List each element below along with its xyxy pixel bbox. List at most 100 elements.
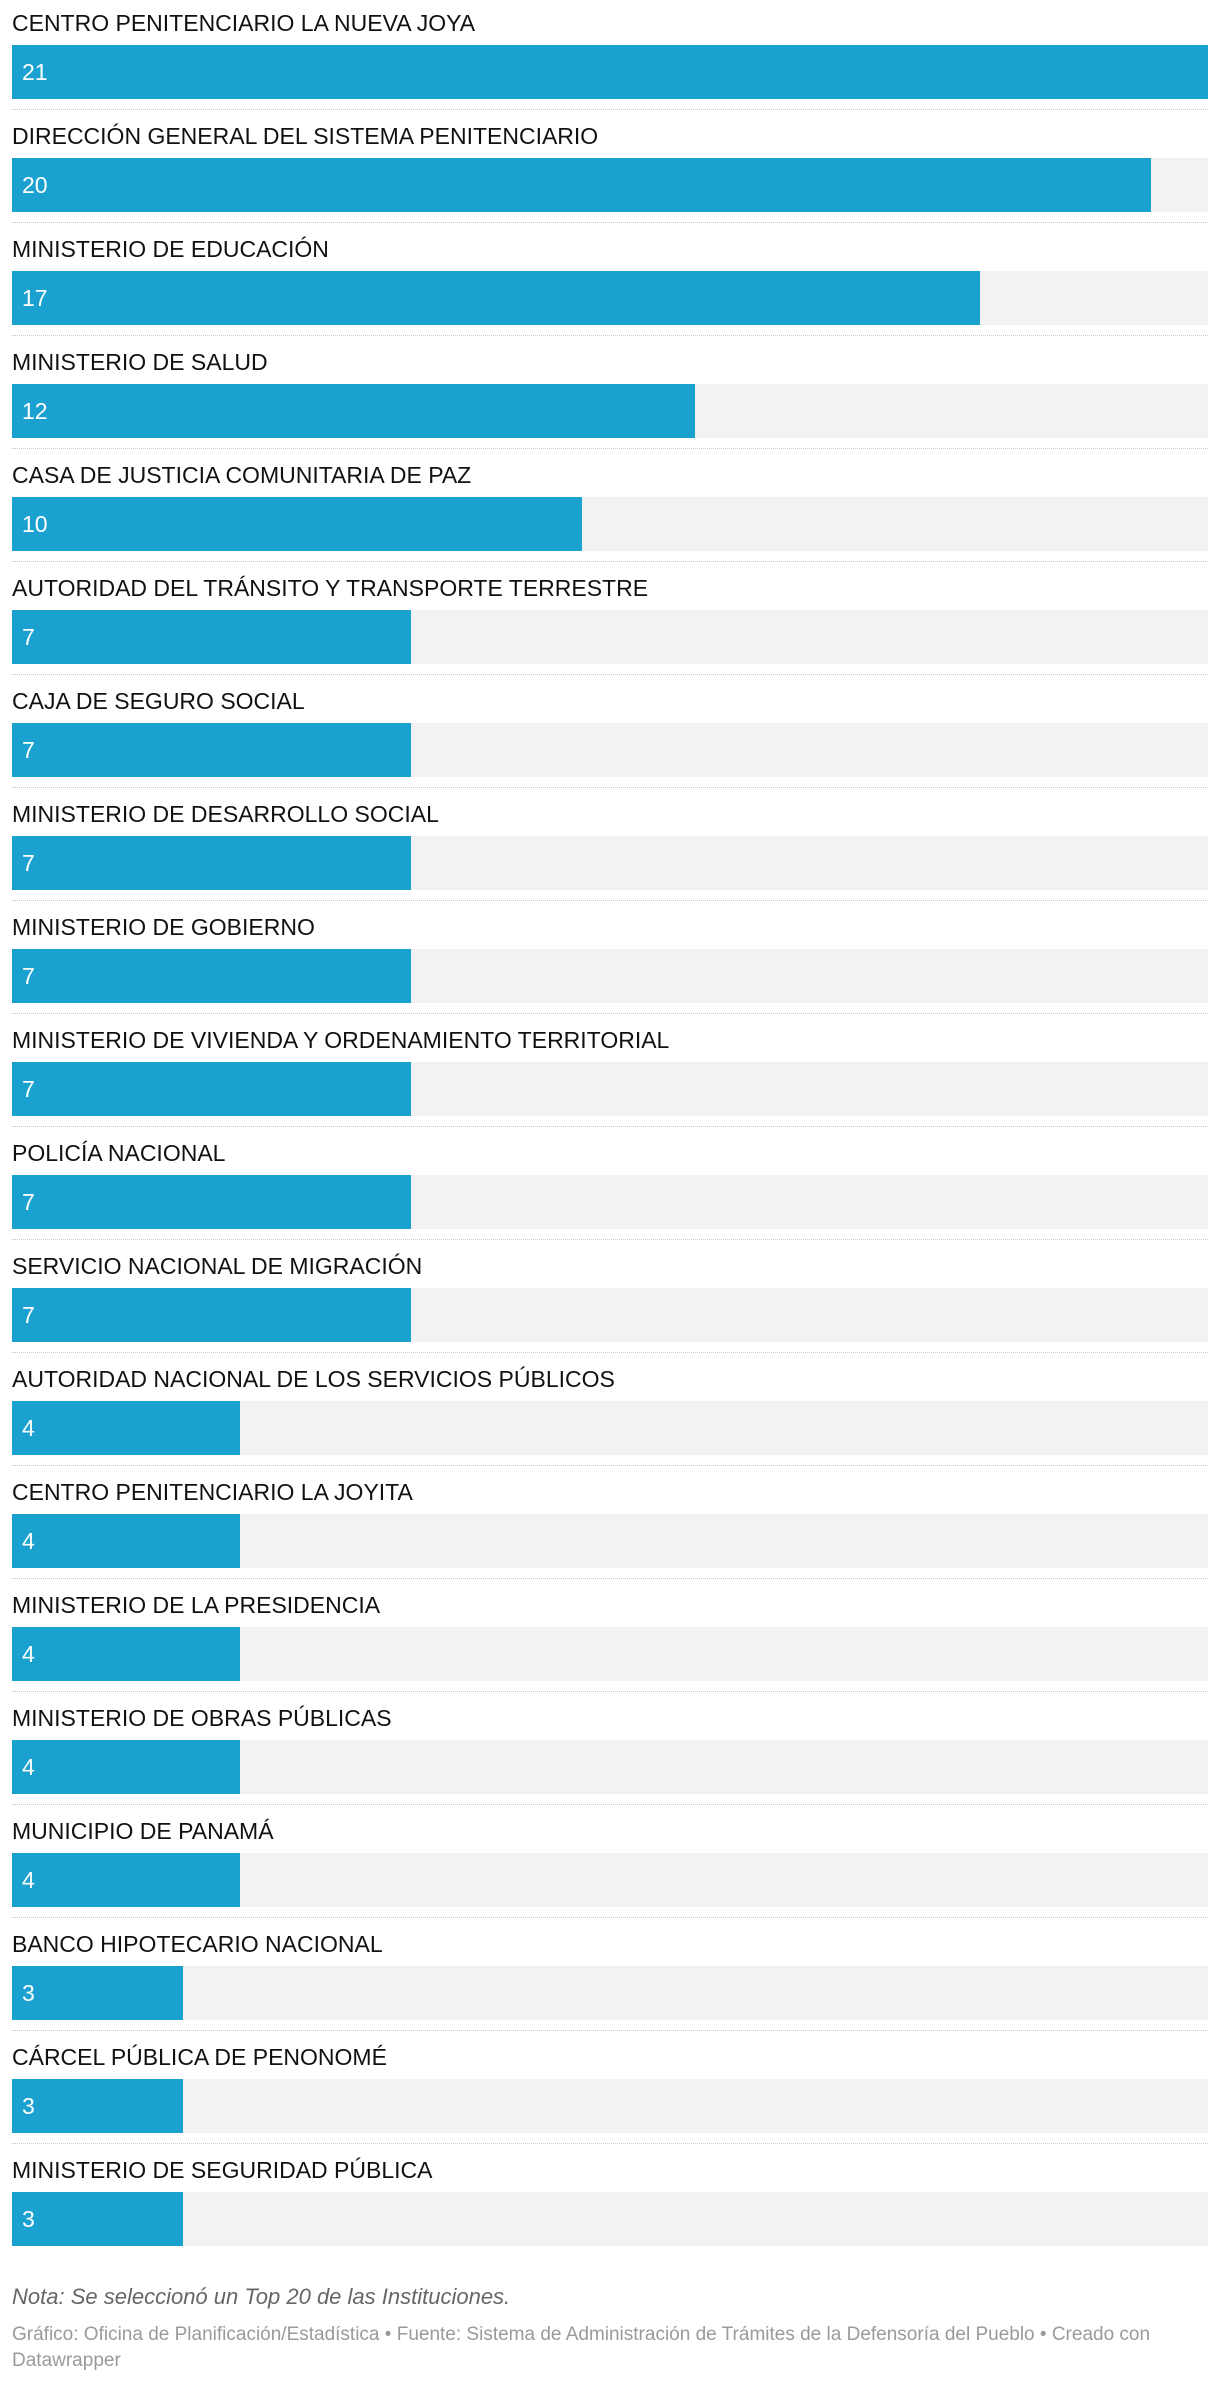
bar: 4 xyxy=(12,1740,240,1794)
bar-row: SERVICIO NACIONAL DE MIGRACIÓN 7 xyxy=(12,1243,1208,1356)
bar-track: 7 xyxy=(12,610,1208,664)
bar-row: MINISTERIO DE VIVIENDA Y ORDENAMIENTO TE… xyxy=(12,1017,1208,1130)
bar: 17 xyxy=(12,271,981,325)
category-label: MINISTERIO DE EDUCACIÓN xyxy=(12,236,329,262)
chart-credits: Gráfico: Oficina de Planificación/Estadí… xyxy=(12,2324,1151,2371)
category-label: MUNICIPIO DE PANAMÁ xyxy=(12,1818,274,1844)
row-divider xyxy=(12,561,1208,562)
row-divider xyxy=(12,222,1208,223)
row-divider xyxy=(12,1917,1208,1918)
bar-row: MINISTERIO DE EDUCACIÓN 17 xyxy=(12,226,1208,339)
category-label: MINISTERIO DE LA PRESIDENCIA xyxy=(12,1592,381,1618)
bar-row: BANCO HIPOTECARIO NACIONAL 3 xyxy=(12,1921,1208,2034)
category-label: CENTRO PENITENCIARIO LA JOYITA xyxy=(12,1479,413,1505)
value-label: 4 xyxy=(22,1528,35,1554)
value-label: 7 xyxy=(22,1076,35,1102)
bar-track: 21 xyxy=(12,45,1208,99)
category-label: CÁRCEL PÚBLICA DE PENONOMÉ xyxy=(12,2044,387,2070)
bar: 4 xyxy=(12,1853,240,1907)
bar: 20 xyxy=(12,158,1152,212)
category-label: BANCO HIPOTECARIO NACIONAL xyxy=(12,1931,383,1957)
bar: 7 xyxy=(12,610,411,664)
row-divider xyxy=(12,1352,1208,1353)
bar: 3 xyxy=(12,2079,183,2133)
bar-row: CAJA DE SEGURO SOCIAL 7 xyxy=(12,678,1208,791)
bar-row: MINISTERIO DE SEGURIDAD PÚBLICA 3 xyxy=(12,2147,1208,2260)
row-divider xyxy=(12,2030,1208,2031)
row-divider xyxy=(12,787,1208,788)
value-label: 4 xyxy=(22,1415,35,1441)
bar-row: DIRECCIÓN GENERAL DEL SISTEMA PENITENCIA… xyxy=(12,113,1208,226)
category-label: MINISTERIO DE OBRAS PÚBLICAS xyxy=(12,1705,392,1731)
row-divider xyxy=(12,1239,1208,1240)
value-label: 3 xyxy=(22,1980,35,2006)
category-label: MINISTERIO DE DESARROLLO SOCIAL xyxy=(12,801,439,827)
bar-track: 10 xyxy=(12,497,1208,551)
bar-track: 3 xyxy=(12,2192,1208,2246)
bar-track: 12 xyxy=(12,384,1208,438)
value-label: 3 xyxy=(22,2206,35,2232)
bar-row: POLICÍA NACIONAL 7 xyxy=(12,1130,1208,1243)
bar: 12 xyxy=(12,384,696,438)
value-label: 20 xyxy=(22,172,48,198)
row-divider xyxy=(12,335,1208,336)
category-label: POLICÍA NACIONAL xyxy=(12,1140,226,1166)
bar-track: 7 xyxy=(12,836,1208,890)
bar-track: 4 xyxy=(12,1627,1208,1681)
value-label: 7 xyxy=(22,963,35,989)
bar-row: MINISTERIO DE DESARROLLO SOCIAL 7 xyxy=(12,791,1208,904)
bar-row: MINISTERIO DE LA PRESIDENCIA 4 xyxy=(12,1582,1208,1695)
category-label: CENTRO PENITENCIARIO LA NUEVA JOYA xyxy=(12,10,476,36)
value-label: 7 xyxy=(22,1189,35,1215)
value-label: 4 xyxy=(22,1641,35,1667)
bar-track: 4 xyxy=(12,1853,1208,1907)
row-divider xyxy=(12,674,1208,675)
bar-row: CASA DE JUSTICIA COMUNITARIA DE PAZ 10 xyxy=(12,452,1208,565)
value-label: 10 xyxy=(22,511,48,537)
chart-note: Nota: Se seleccionó un Top 20 de las Ins… xyxy=(12,2284,511,2309)
value-label: 7 xyxy=(22,1302,35,1328)
category-label: CASA DE JUSTICIA COMUNITARIA DE PAZ xyxy=(12,462,472,488)
bar-track: 7 xyxy=(12,723,1208,777)
bar: 4 xyxy=(12,1401,240,1455)
row-divider xyxy=(12,2143,1208,2144)
bar: 7 xyxy=(12,1062,411,1116)
bar: 21 xyxy=(12,45,1208,99)
value-label: 4 xyxy=(22,1867,35,1893)
bar-track: 3 xyxy=(12,1966,1208,2020)
value-label: 3 xyxy=(22,2093,35,2119)
bar-row: CENTRO PENITENCIARIO LA JOYITA 4 xyxy=(12,1469,1208,1582)
row-divider xyxy=(12,1691,1208,1692)
bar-row: MINISTERIO DE GOBIERNO 7 xyxy=(12,904,1208,1017)
row-divider xyxy=(12,1804,1208,1805)
category-label: SERVICIO NACIONAL DE MIGRACIÓN xyxy=(12,1253,423,1279)
row-divider xyxy=(12,1013,1208,1014)
bar: 3 xyxy=(12,2192,183,2246)
category-label: AUTORIDAD DEL TRÁNSITO Y TRANSPORTE TERR… xyxy=(12,575,649,601)
row-divider xyxy=(12,1578,1208,1579)
bar: 7 xyxy=(12,1288,411,1342)
bar-row: AUTORIDAD NACIONAL DE LOS SERVICIOS PÚBL… xyxy=(12,1356,1208,1469)
value-label: 4 xyxy=(22,1754,35,1780)
category-label: MINISTERIO DE VIVIENDA Y ORDENAMIENTO TE… xyxy=(12,1027,670,1053)
row-divider xyxy=(12,900,1208,901)
bar-row: MUNICIPIO DE PANAMÁ 4 xyxy=(12,1808,1208,1921)
bar-track: 4 xyxy=(12,1740,1208,1794)
value-label: 12 xyxy=(22,398,48,424)
category-label: AUTORIDAD NACIONAL DE LOS SERVICIOS PÚBL… xyxy=(12,1366,615,1392)
value-label: 17 xyxy=(22,285,48,311)
bar-track: 17 xyxy=(12,271,1208,325)
bar-row: CÁRCEL PÚBLICA DE PENONOMÉ 3 xyxy=(12,2034,1208,2147)
bar: 4 xyxy=(12,1627,240,1681)
bar: 7 xyxy=(12,723,411,777)
bar-track: 4 xyxy=(12,1514,1208,1568)
bar: 3 xyxy=(12,1966,183,2020)
bar-track: 20 xyxy=(12,158,1208,212)
bar-row: MINISTERIO DE SALUD 12 xyxy=(12,339,1208,452)
bar-row: AUTORIDAD DEL TRÁNSITO Y TRANSPORTE TERR… xyxy=(12,565,1208,678)
row-divider xyxy=(12,1465,1208,1466)
category-label: CAJA DE SEGURO SOCIAL xyxy=(12,688,305,714)
bar: 10 xyxy=(12,497,582,551)
bar: 4 xyxy=(12,1514,240,1568)
value-label: 7 xyxy=(22,737,35,763)
